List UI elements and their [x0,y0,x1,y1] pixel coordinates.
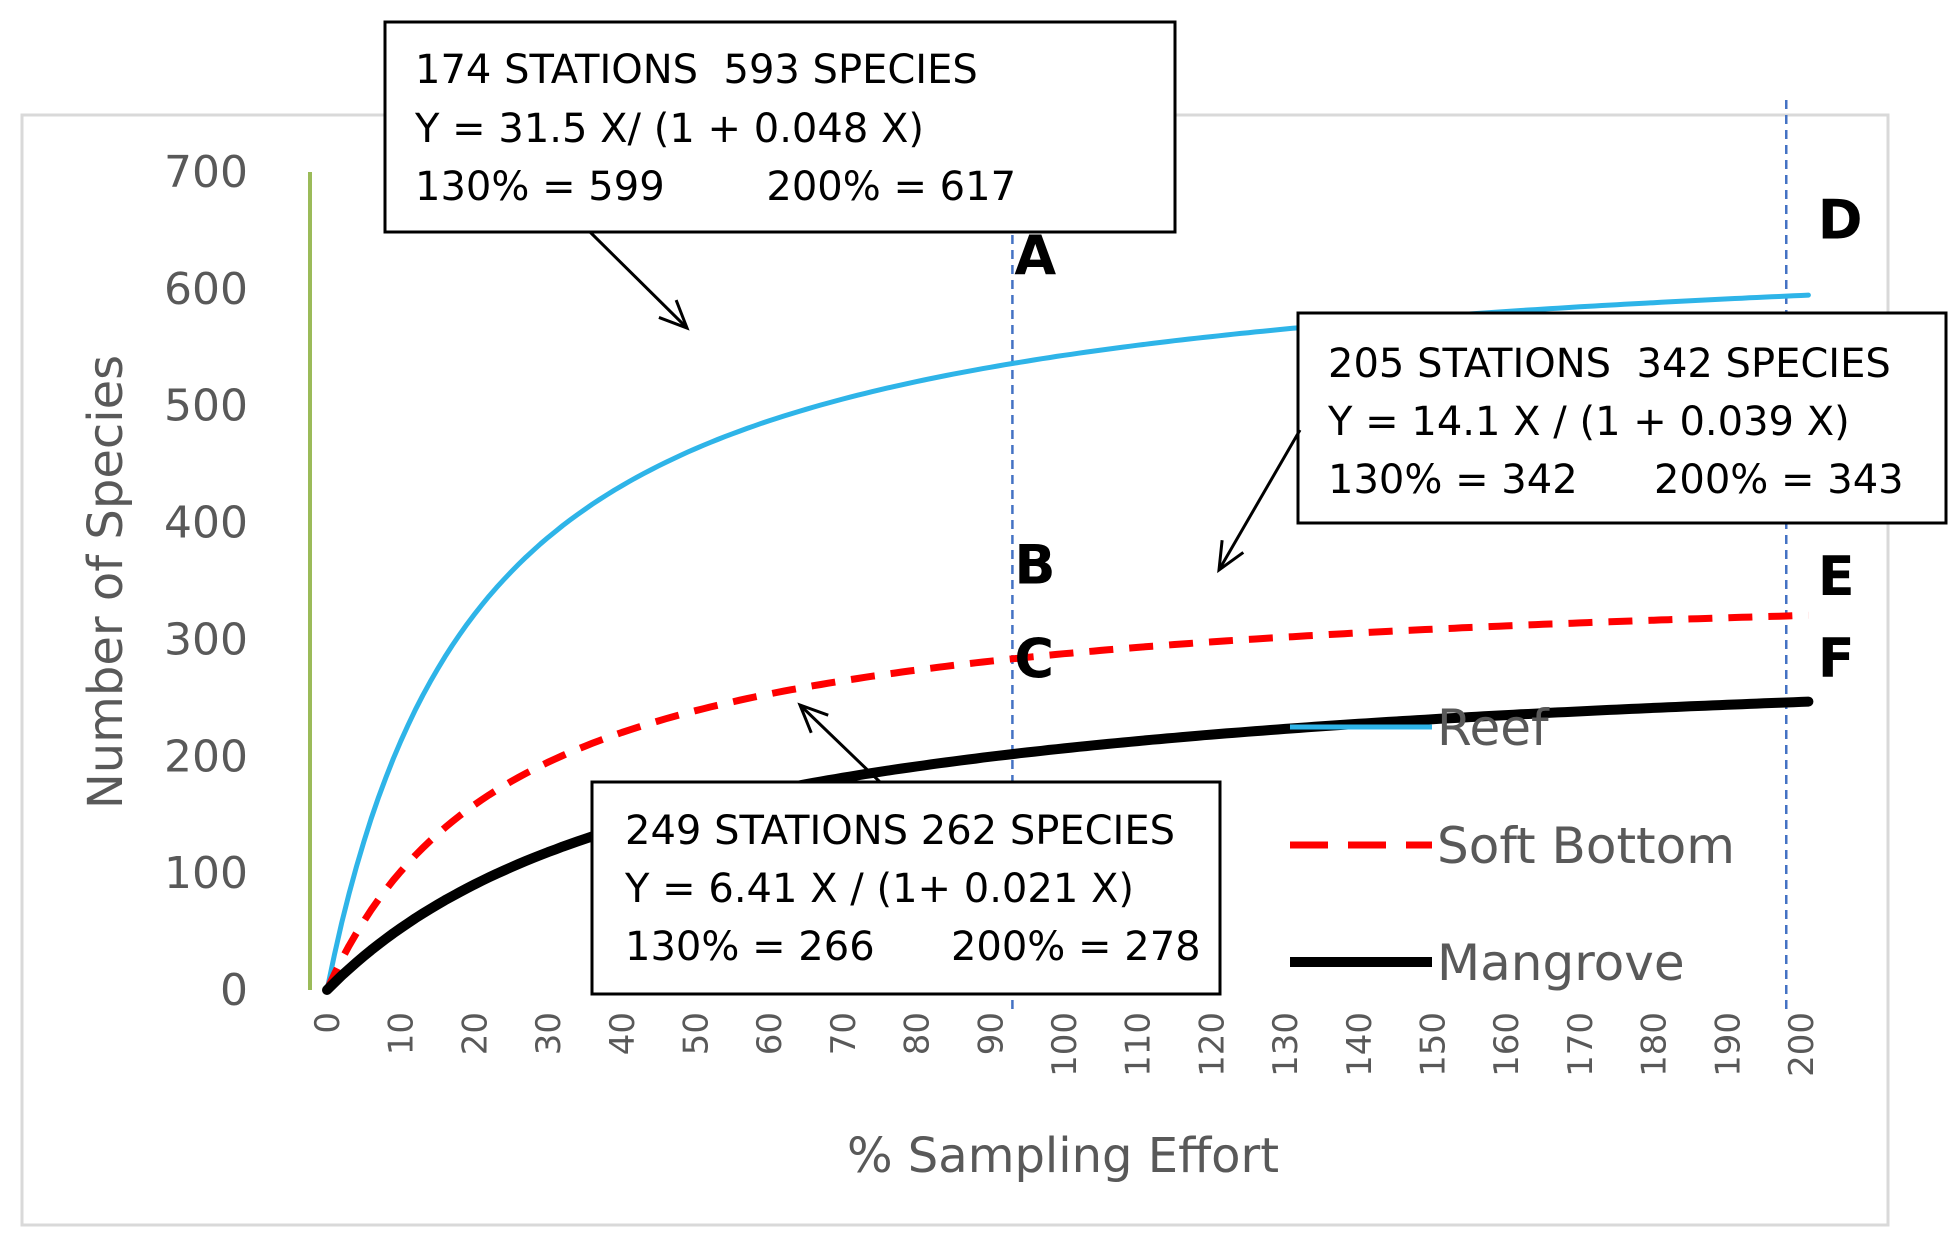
x-tick-label: 110 [1119,1012,1159,1077]
point-label-f: F [1818,627,1855,690]
legend-label-mangrove: Mangrove [1437,934,1685,992]
y-tick-label: 100 [164,848,248,899]
x-tick-label: 10 [382,1012,422,1055]
annotation-arrow [798,703,882,784]
annotation-line: 130% = 342 200% = 343 [1328,457,1904,503]
point-label-e: E [1818,545,1855,608]
series-curves [322,292,1814,995]
chart-frame [20,113,1890,1227]
series-line-reef [324,292,1811,993]
y-tick-label: 400 [164,498,248,549]
y-tick-label: 500 [164,381,248,432]
annotation-line: 205 STATIONS 342 SPECIES [1328,341,1891,387]
point-labels: A BC D EF [1014,189,1862,690]
legend: Reef Soft Bottom Mangrove [1290,699,1735,992]
x-tick-label: 40 [603,1012,643,1055]
annotation-arrowhead [1217,540,1245,574]
y-axis-title: Number of Species [78,355,134,809]
x-tick-label: 200 [1782,1012,1822,1077]
x-tick-label: 30 [529,1012,569,1055]
y-tick-label: 300 [164,614,248,665]
point-label-d: D [1818,189,1863,252]
x-tick-label: 60 [750,1012,790,1055]
annotation-box-frame [383,20,1177,234]
annotation-line: 130% = 266 200% = 278 [625,924,1201,970]
annotation-arrow [588,230,689,330]
x-tick-label: 160 [1487,1012,1527,1077]
annotation-arrowhead [797,702,829,734]
annotation-line: Y = 6.41 X / (1+ 0.021 X) [624,866,1134,912]
x-tick-label: 80 [898,1012,938,1055]
annotation-box-mangrove: 249 STATIONS 262 SPECIES Y = 6.41 X / (1+… [590,702,1222,996]
y-tick-label: 0 [220,965,248,1016]
x-axis-title: % Sampling Effort [847,1128,1279,1184]
point-label-b: B [1014,533,1055,596]
y-tick-label: 700 [164,147,248,198]
x-tick-label: 50 [677,1012,717,1055]
annotation-boxes: 174 STATIONS 593 SPECIES Y = 31.5 X/ (1 +… [383,20,1948,996]
x-tick-label: 20 [455,1012,495,1055]
x-tick-label: 180 [1635,1012,1675,1077]
point-label-c: C [1014,627,1054,690]
x-tick-label: 140 [1340,1012,1380,1077]
annotation-arrowhead [658,299,690,331]
series-line-soft-bottom [323,611,1809,992]
annotation-line: 130% = 599 200% = 617 [415,164,1016,210]
annotation-line: 249 STATIONS 262 SPECIES [625,808,1175,854]
legend-label-soft-bottom: Soft Bottom [1437,817,1735,875]
x-tick-label: 130 [1266,1012,1306,1077]
annotation-line: 174 STATIONS 593 SPECIES [415,47,978,93]
y-tick-label: 600 [164,264,248,315]
annotation-line: Y = 14.1 X / (1 + 0.039 X) [1327,399,1850,445]
point-label-a: A [1014,224,1056,287]
x-tick-label: 70 [824,1012,864,1055]
annotation-box-reef: 174 STATIONS 593 SPECIES Y = 31.5 X/ (1 +… [383,20,1177,331]
y-tick-labels: 0 100 200 300 400 500 600 700 [164,147,248,1016]
annotation-line: Y = 31.5 X/ (1 + 0.048 X) [414,106,924,152]
legend-label-reef: Reef [1437,699,1550,757]
x-tick-label: 100 [1045,1012,1085,1077]
x-tick-labels: 0 10 20 30 40 50 60 70 80 90 100 110 120 130 140 150 160… [308,1012,1822,1077]
x-tick-label: 170 [1561,1012,1601,1077]
annotation-arrow [1217,429,1302,571]
annotation-box-frame [1296,311,1948,525]
y-tick-label: 200 [164,731,248,782]
annotation-box-soft-bottom: 205 STATIONS 342 SPECIES Y = 14.1 X / (1 … [1217,311,1948,574]
x-tick-label: 150 [1414,1012,1454,1077]
x-tick-label: 190 [1708,1012,1748,1077]
x-tick-label: 0 [308,1012,348,1034]
annotation-box-frame [590,780,1222,996]
x-tick-label: 90 [971,1012,1011,1055]
series-line-mangrove [322,696,1814,995]
x-tick-label: 120 [1192,1012,1232,1077]
